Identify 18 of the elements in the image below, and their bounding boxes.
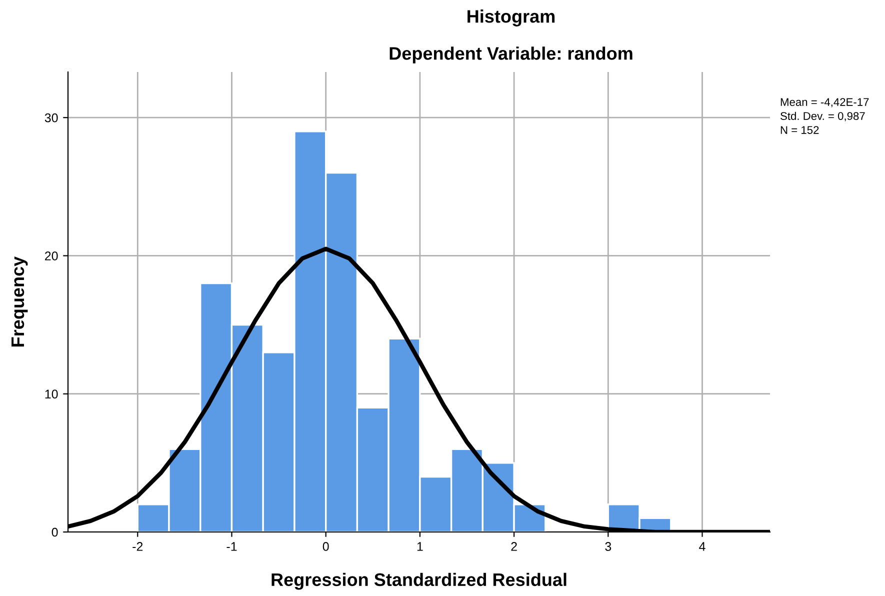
y-tick-label: 10 [45,390,58,399]
x-tick-label: -2 [132,542,143,551]
text: Mean = -4,42E-17 [780,98,869,108]
text: N = 152 [780,126,819,134]
y-axis-title: Frequency [12,256,28,346]
y-tick-label: 30 [44,113,58,122]
y-tick-label: 0 [52,528,58,537]
x-tick-label: 3 [605,542,612,551]
x-tick-label: -1 [226,542,237,551]
chart-title: Histogram [468,10,555,26]
text: Std. Dev. = 0,987 [780,112,865,122]
x-tick-label: 1 [417,542,423,551]
x-tick-label: 2 [511,542,517,551]
y-tick-label: 20 [45,252,58,260]
chart-subtitle: Dependent Variable: random [390,46,632,64]
x-tick-label: 0 [322,542,329,551]
x-tick-label: 4 [699,542,706,551]
x-axis-title: Regression Standardized Residual [272,572,566,590]
